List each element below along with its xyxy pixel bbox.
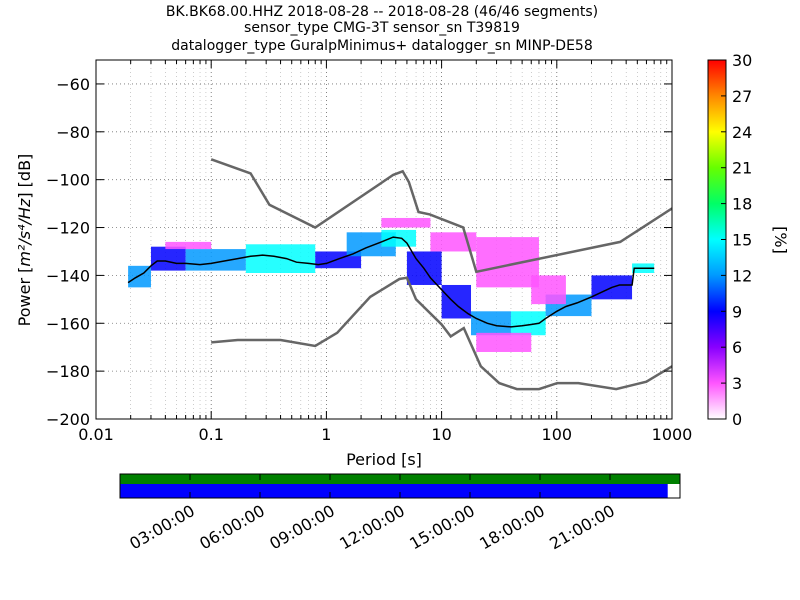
y-tick-label: −120: [46, 219, 90, 238]
x-tick-label: 0.01: [78, 425, 114, 444]
chart-title-line-3: datalogger_type GuralpMinimus+ datalogge…: [171, 38, 592, 54]
y-tick-label: −160: [46, 314, 90, 333]
pdf-band: [381, 217, 431, 228]
data-coverage-bar: 03:00:0006:00:0009:00:0012:00:0015:00:00…: [119, 473, 681, 553]
y-axis-label-units: m²/s⁴/Hz: [15, 198, 34, 267]
chart-title: BK.BK68.00.HHZ 2018-08-28 -- 2018-08-28 …: [166, 4, 598, 54]
pdf-band: [150, 246, 186, 271]
pdf-band: [245, 244, 316, 274]
pdf-band: [471, 311, 511, 336]
pdf-band: [531, 275, 566, 305]
x-tick-label: 1: [321, 425, 331, 444]
nlnm-line: [210, 158, 672, 274]
pdf-band: [476, 237, 539, 288]
colorbar-tick-label: 3: [732, 374, 742, 393]
probability-density: [128, 217, 655, 352]
x-tick-label: 100: [542, 425, 573, 444]
colorbar-ticks: 0 3 6 9 12 15 18 21 24 27 30: [721, 51, 752, 429]
colorbar-label: [%]: [771, 226, 790, 254]
y-tick-label: −140: [46, 266, 90, 285]
pdf-band: [165, 241, 212, 250]
coverage-tick-label: 18:00:00: [476, 501, 548, 553]
colorbar-tick-label: 18: [732, 195, 752, 214]
x-tick-label: 0.1: [198, 425, 223, 444]
colorbar-tick-label: 9: [732, 302, 742, 321]
coverage-tick-label: 15:00:00: [406, 501, 478, 553]
y-tick-label: −60: [56, 75, 90, 94]
y-tick-label: −80: [56, 123, 90, 142]
x-tick-label: 1000: [652, 425, 693, 444]
pdf-band: [476, 332, 532, 352]
y-tick-label: −100: [46, 171, 90, 190]
y-axis-label-prefix: Power [: [15, 267, 34, 327]
plot-frame: [95, 59, 673, 420]
y-tick-label: −200: [46, 410, 90, 429]
coverage-tick-label: 03:00:00: [126, 501, 198, 553]
pdf-band: [185, 249, 246, 271]
colorbar-tick-label: 27: [732, 87, 752, 106]
colorbar-tick-label: 24: [732, 123, 752, 142]
colorbar-tick-label: 21: [732, 159, 752, 178]
y-axis-label-suffix: ] [dB]: [15, 154, 34, 199]
colorbar-tick-label: 12: [732, 266, 752, 285]
coverage-tick-label: 06:00:00: [196, 501, 268, 553]
colorbar: 0 3 6 9 12 15 18 21 24 27 30 [%]: [707, 51, 790, 429]
coverage-tick-label: 09:00:00: [266, 501, 338, 553]
coverage-fill: [120, 484, 668, 498]
noise-models: [210, 158, 672, 391]
pdf-band: [510, 311, 546, 336]
nhnm-line: [211, 276, 672, 391]
colorbar-tick-label: 15: [732, 231, 752, 250]
coverage-tick-label: 21:00:00: [546, 501, 618, 553]
mode-curve: [127, 236, 655, 328]
x-axis-label: Period [s]: [346, 450, 422, 469]
y-axis: −60 −80 −100 −120 −140 −160 −180 −200: [46, 75, 672, 429]
chart-title-line-2: sensor_type CMG-3T sensor_sn T39819: [244, 20, 520, 36]
coverage-tick-label: 12:00:00: [336, 501, 408, 553]
colorbar-tick-label: 0: [732, 410, 742, 429]
mode-line: [127, 236, 655, 328]
colorbar-tick-label: 6: [732, 338, 742, 357]
x-tick-label: 10: [431, 425, 451, 444]
x-axis: 0.01 0.1 1 10 100 1000: [78, 60, 692, 444]
y-tick-label: −180: [46, 362, 90, 381]
colorbar-tick-label: 30: [732, 51, 752, 70]
chart-title-line-1: BK.BK68.00.HHZ 2018-08-28 -- 2018-08-28 …: [166, 4, 598, 20]
y-axis-label: Power [m²/s⁴/Hz] [dB]: [15, 154, 34, 327]
